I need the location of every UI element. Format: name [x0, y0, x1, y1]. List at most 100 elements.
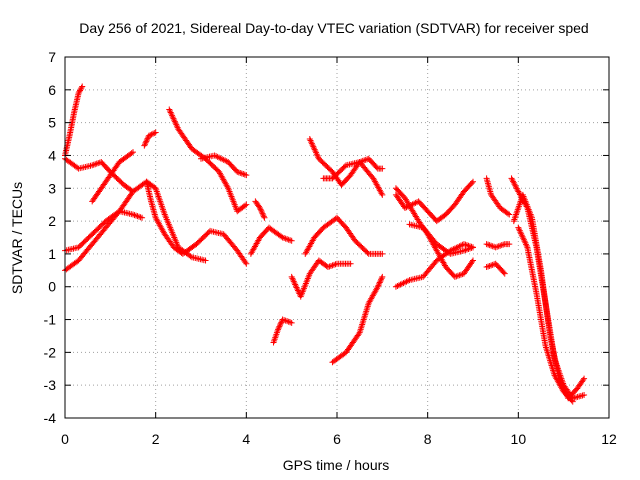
data-point	[379, 191, 386, 198]
chart-title: Day 256 of 2021, Sidereal Day-to-day VTE…	[79, 20, 588, 36]
data-point	[506, 241, 513, 248]
data-point	[374, 283, 381, 290]
y-tick-label: 7	[48, 49, 56, 65]
series-s22	[483, 175, 513, 218]
data-point	[128, 150, 135, 157]
data-point	[128, 187, 135, 194]
data-point	[375, 282, 382, 289]
data-point	[569, 398, 576, 405]
data-point	[470, 257, 476, 264]
series-s27	[515, 224, 576, 405]
series-s13	[288, 257, 354, 300]
data-point	[75, 90, 82, 97]
data-point	[141, 141, 148, 148]
series-s1	[62, 178, 209, 274]
data-point	[277, 320, 284, 327]
x-axis-ticks: 0 2 4 6 8 10 12	[61, 57, 617, 447]
data-point	[243, 260, 250, 267]
data-point	[187, 253, 194, 260]
series-s2	[62, 208, 146, 254]
data-point	[258, 209, 265, 216]
data-point	[242, 259, 249, 266]
x-tick-label: 0	[61, 431, 69, 447]
data-point	[468, 258, 475, 265]
data-point	[470, 244, 476, 251]
data-point	[355, 331, 362, 338]
series-s9	[198, 152, 250, 179]
data-point	[377, 278, 384, 285]
data-point	[141, 142, 148, 149]
data-point	[261, 214, 268, 221]
data-points	[62, 83, 588, 405]
data-point	[202, 257, 209, 264]
y-tick-label: 0	[48, 279, 56, 295]
data-point	[139, 214, 146, 221]
series-s3	[62, 83, 86, 159]
data-point	[506, 211, 513, 218]
series-s15	[306, 136, 386, 188]
y-tick-label: -1	[44, 312, 57, 328]
data-point	[376, 280, 383, 287]
y-tick-label: -2	[44, 344, 57, 360]
data-point	[130, 188, 136, 195]
series-s19	[392, 185, 476, 280]
data-point	[148, 131, 155, 138]
y-axis-ticks: -4 -3 -2 -1 0 1 2 3 4 5 6 7	[44, 49, 609, 426]
data-point	[275, 326, 282, 333]
series-s12	[270, 316, 295, 346]
data-point	[257, 206, 264, 213]
data-point	[147, 132, 154, 139]
series-s16	[320, 159, 386, 198]
data-point	[581, 392, 588, 399]
y-tick-label: 5	[48, 115, 56, 131]
data-point	[288, 237, 295, 244]
data-point	[144, 135, 151, 142]
data-point	[568, 397, 575, 404]
y-tick-label: 1	[48, 246, 56, 262]
data-point	[258, 207, 265, 214]
x-tick-label: 10	[511, 431, 527, 447]
x-tick-label: 2	[152, 431, 160, 447]
data-point	[143, 136, 150, 143]
data-point	[256, 204, 263, 211]
data-point	[151, 130, 158, 137]
data-point	[142, 139, 149, 146]
series-s11	[247, 224, 295, 257]
series-s18	[392, 178, 476, 225]
data-point	[347, 260, 354, 267]
y-tick-label: 4	[48, 147, 56, 163]
data-point	[378, 276, 385, 283]
y-tick-label: 6	[48, 82, 56, 98]
data-point	[379, 273, 386, 280]
data-point	[379, 250, 386, 257]
data-point	[376, 279, 383, 286]
series-s6	[141, 129, 159, 149]
data-point	[276, 323, 283, 330]
series-s17	[329, 273, 386, 366]
series-s14	[302, 214, 386, 257]
data-point	[379, 165, 386, 172]
data-point	[364, 249, 371, 256]
series-s24	[483, 260, 508, 277]
y-tick-label: -4	[44, 410, 57, 426]
data-point	[77, 86, 84, 93]
y-tick-label: -3	[44, 377, 57, 393]
data-point	[277, 322, 284, 329]
y-axis-label: SDTVAR / TECUs	[9, 182, 25, 294]
y-tick-label: 2	[48, 213, 56, 229]
data-point	[500, 269, 507, 276]
data-point	[288, 319, 295, 326]
data-point	[378, 275, 385, 282]
x-tick-label: 8	[424, 431, 432, 447]
data-point	[243, 201, 250, 208]
data-point	[259, 210, 266, 217]
data-point	[243, 172, 250, 179]
data-point	[501, 270, 508, 277]
data-point	[242, 202, 249, 209]
x-tick-label: 6	[333, 431, 341, 447]
data-point	[504, 210, 511, 217]
series-s23	[483, 241, 513, 251]
data-point	[581, 375, 588, 382]
series-s7	[143, 178, 250, 267]
